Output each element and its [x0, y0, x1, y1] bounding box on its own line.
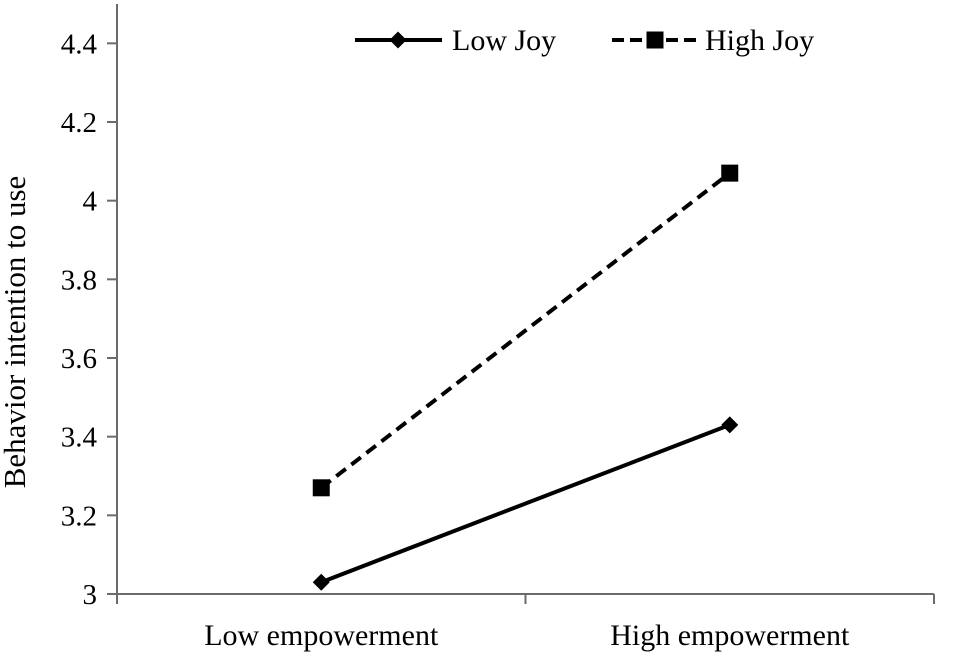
y-tick-label: 4.4: [61, 28, 98, 60]
legend-item-low-joy: Low Joy: [355, 24, 556, 57]
y-tick-label: 3.2: [61, 500, 97, 532]
y-tick-label: 4.2: [61, 107, 97, 139]
series-high-joy: [312, 164, 739, 497]
legend: Low Joy High Joy: [355, 24, 814, 57]
x-category-label: High empowerment: [610, 619, 850, 652]
x-category-label: Low empowerment: [204, 619, 439, 652]
legend-marker-high-joy-icon: [646, 31, 664, 49]
legend-item-high-joy: High Joy: [612, 24, 814, 57]
y-tick-label: 3.4: [61, 422, 98, 454]
y-tick-label: 4: [83, 186, 98, 218]
legend-label-high-joy: High Joy: [705, 24, 814, 57]
series-line-low-joy: [320, 423, 731, 585]
data-point-low-joy: [721, 416, 739, 434]
y-tick-label: 3.8: [61, 264, 97, 296]
data-point-high-joy: [312, 479, 330, 497]
y-axis-title: Behavior intention to use: [0, 176, 32, 489]
legend-marker-low-joy-icon: [389, 31, 407, 49]
legend-label-low-joy: Low Joy: [452, 24, 556, 57]
data-point-low-joy: [312, 573, 330, 591]
y-tick-label: 3.6: [61, 343, 97, 375]
data-point-high-joy: [721, 164, 739, 182]
series-line-high-joy: [320, 171, 731, 490]
series-low-joy: [312, 416, 739, 591]
y-tick-label: 3: [83, 579, 98, 611]
